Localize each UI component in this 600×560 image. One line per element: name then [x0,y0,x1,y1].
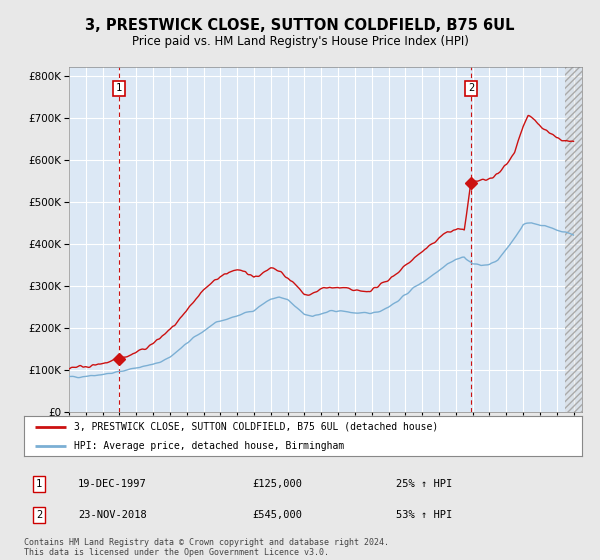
Text: 53% ↑ HPI: 53% ↑ HPI [396,510,452,520]
Text: 19-DEC-1997: 19-DEC-1997 [78,479,147,489]
Text: 1: 1 [36,479,42,489]
Bar [565,67,582,412]
Text: 2: 2 [468,83,474,93]
Text: 3, PRESTWICK CLOSE, SUTTON COLDFIELD, B75 6UL: 3, PRESTWICK CLOSE, SUTTON COLDFIELD, B7… [85,18,515,32]
Text: 3, PRESTWICK CLOSE, SUTTON COLDFIELD, B75 6UL (detached house): 3, PRESTWICK CLOSE, SUTTON COLDFIELD, B7… [74,422,439,432]
Text: Contains HM Land Registry data © Crown copyright and database right 2024.
This d: Contains HM Land Registry data © Crown c… [24,538,389,557]
Text: 1: 1 [116,83,122,93]
Text: 25% ↑ HPI: 25% ↑ HPI [396,479,452,489]
Text: Price paid vs. HM Land Registry's House Price Index (HPI): Price paid vs. HM Land Registry's House … [131,35,469,49]
Text: 2: 2 [36,510,42,520]
Text: 23-NOV-2018: 23-NOV-2018 [78,510,147,520]
Bar [565,67,582,412]
Text: £125,000: £125,000 [252,479,302,489]
Text: HPI: Average price, detached house, Birmingham: HPI: Average price, detached house, Birm… [74,441,344,451]
Text: £545,000: £545,000 [252,510,302,520]
